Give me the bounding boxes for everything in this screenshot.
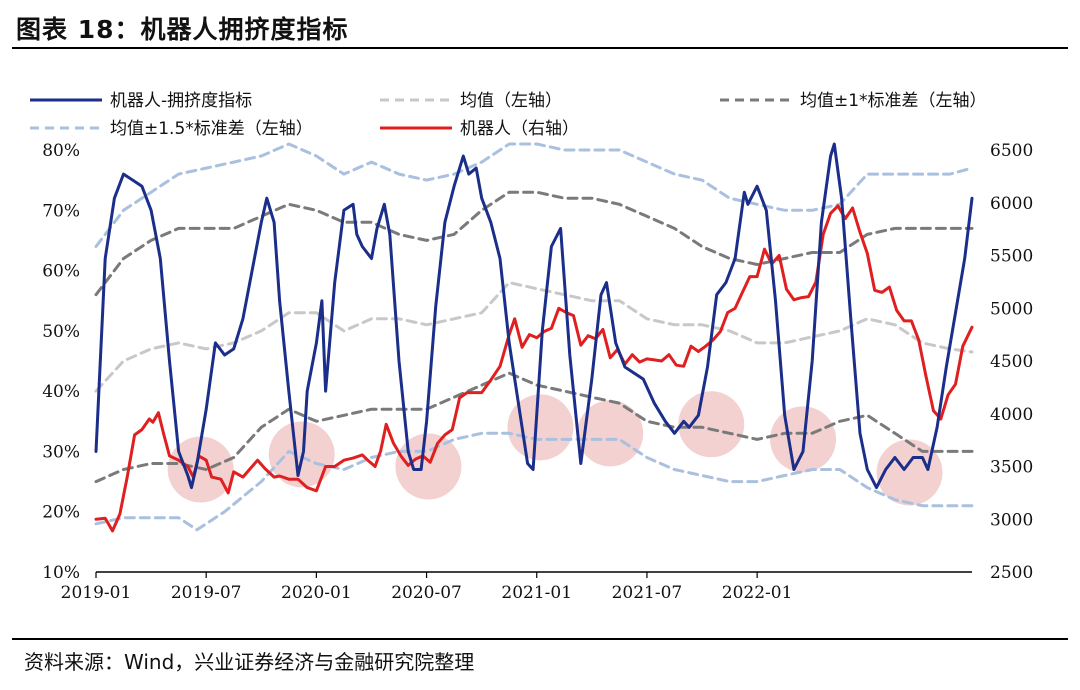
right-tick-label: 6500 [990,141,1033,161]
chart-series [94,142,974,533]
right-tick-label: 6000 [990,194,1033,214]
series-line [94,204,974,533]
legend-label: 均值±1.5*标准差（左轴） [110,119,313,139]
right-tick-label: 4500 [990,352,1033,372]
highlight-circle [577,400,644,467]
x-tick-label: 2019-07 [171,583,242,603]
left-tick-label: 50% [42,322,80,342]
series-line [94,142,974,248]
source-rule [12,638,1068,640]
series-line [94,431,974,532]
right-tick-label: 3500 [990,458,1033,478]
series-line [94,371,974,484]
legend-label: 均值（左轴） [460,91,562,111]
series-line [94,142,974,490]
legend-label: 均值±1*标准差（左轴） [800,91,987,111]
series-line [94,281,974,393]
highlight-circle [678,391,745,458]
left-tick-label: 70% [42,201,80,221]
x-tick-label: 2020-01 [281,583,352,603]
legend-label: 机器人-拥挤度指标 [110,91,252,111]
right-tick-label: 2500 [990,563,1033,583]
highlight-circle [876,439,943,506]
left-tick-label: 80% [42,141,80,161]
left-tick-label: 10% [42,563,80,583]
left-tick-label: 40% [42,382,80,402]
highlight-circle [395,433,462,500]
x-tick-label: 2019-01 [61,583,132,603]
legend-label: 机器人（右轴） [460,119,579,139]
x-tick-label: 2021-01 [501,583,572,603]
chart-axes: 2019-01 2019-07 2020-01 2020-07 2021-01 2021-… [42,141,1033,603]
source-note: 资料来源：Wind，兴业证券经济与金融研究院整理 [24,650,475,674]
right-tick-label: 5000 [990,299,1033,319]
x-tick-label: 2021-07 [612,583,683,603]
left-tick-label: 60% [42,262,80,282]
title-rule [12,47,1068,49]
highlight-circles [167,391,943,506]
chart-legend: 机器人-拥挤度指标 均值（左轴） 均值±1*标准差（左轴） 均值±1.5*标准差（左轴… [30,91,987,139]
left-tick-label: 20% [42,503,80,523]
right-tick-label: 4000 [990,405,1033,425]
figure-title: 图表 18：机器人拥挤度指标 [16,15,349,44]
series-line [94,190,974,297]
x-tick-label: 2020-07 [391,583,462,603]
right-tick-label: 5500 [990,247,1033,267]
left-tick-label: 30% [42,442,80,462]
x-tick-label: 2022-01 [722,583,793,603]
right-tick-label: 3000 [990,510,1033,530]
